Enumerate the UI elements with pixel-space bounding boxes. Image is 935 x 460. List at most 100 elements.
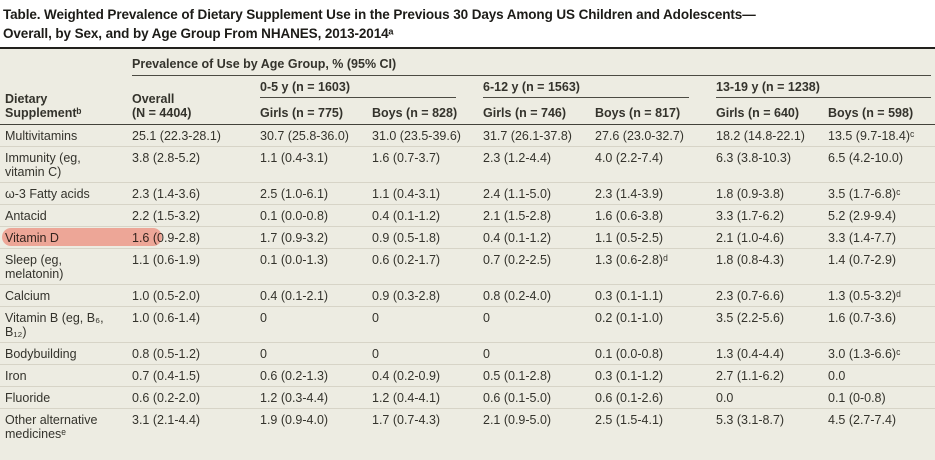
row-label: Other alternative medicinesᵉ (5, 413, 98, 441)
cell: 2.3 (0.7-6.6) (711, 284, 823, 307)
cell: 0.5 (0.1-2.8) (478, 364, 590, 387)
cell: 0.4 (0.1-2.1) (255, 284, 367, 307)
row-label: Bodybuilding (0, 342, 127, 365)
cell: 0 (478, 306, 590, 343)
cell: 2.1 (1.5-2.8) (478, 204, 590, 227)
cell: 31.0 (23.5-39.6) (367, 124, 478, 147)
cell: 0.4 (0.1-1.2) (367, 204, 478, 227)
cell: 2.3 (1.2-4.4) (478, 146, 590, 183)
cell: 1.1 (0.4-3.1) (255, 146, 367, 183)
cell: 0.8 (0.5-1.2) (127, 342, 255, 365)
cell: 0.6 (0.1-5.0) (478, 386, 590, 409)
row-label: Iron (0, 364, 127, 387)
table-row: Calcium 1.0 (0.5-2.0) 0.4 (0.1-2.1) 0.9 … (0, 284, 935, 307)
header-age-0-5-label: 0-5 y (n = 1603) (260, 80, 350, 94)
header-overall: Overall (N = 4404) (127, 76, 255, 125)
cell: 0 (367, 306, 478, 343)
header-age-13-19: 13-19 y (n = 1238) (711, 76, 935, 102)
cell: 1.0 (0.6-1.4) (127, 306, 255, 343)
cell: 0.6 (0.2-2.0) (127, 386, 255, 409)
header-age-13-19-label: 13-19 y (n = 1238) (716, 80, 820, 94)
row-label: Fluoride (0, 386, 127, 409)
cell: 1.9 (0.9-4.0) (260, 413, 329, 427)
cell: 3.1 (2.1-4.4) (132, 413, 201, 427)
cell: 1.6 (0.9-2.8) (127, 226, 255, 249)
cell: 0 (255, 342, 367, 365)
cell: 0.7 (0.2-2.5) (478, 248, 590, 285)
cell: 1.3 (0.4-4.4) (711, 342, 823, 365)
cell: 1.6 (0.7-3.7) (367, 146, 478, 183)
cell: 4.0 (2.2-7.4) (590, 146, 711, 183)
cell: 0.6 (0.2-1.3) (255, 364, 367, 387)
table-row: Antacid 2.2 (1.5-3.2) 0.1 (0.0-0.8) 0.4 … (0, 204, 935, 227)
header-boys-0-5: Boys (n = 828) (367, 102, 478, 125)
cell: 0.1 (0-0.8) (823, 386, 935, 409)
cell: 3.5 (2.2-5.6) (711, 306, 823, 343)
cell: 3.0 (1.3-6.6)ᶜ (823, 342, 935, 365)
header-girls-13-19: Girls (n = 640) (711, 102, 823, 125)
header-boys-6-12: Boys (n = 817) (590, 102, 711, 125)
cell: 2.2 (1.5-3.2) (127, 204, 255, 227)
cell: 1.8 (0.9-3.8) (711, 182, 823, 205)
cell: 1.1 (0.4-3.1) (367, 182, 478, 205)
cell: 0.0 (711, 386, 823, 409)
cell: 1.3 (0.5-3.2)ᵈ (823, 284, 935, 307)
header-age-6-12: 6-12 y (n = 1563) (478, 76, 711, 102)
cell: 1.0 (0.5-2.0) (127, 284, 255, 307)
row-label: Calcium (0, 284, 127, 307)
row-label: Antacid (0, 204, 127, 227)
table-row: Fluoride 0.6 (0.2-2.0) 1.2 (0.3-4.4) 1.2… (0, 386, 935, 409)
table-header: Dietary Supplementᵇ Prevalence of Use by… (0, 50, 935, 125)
cell: 0.4 (0.2-0.9) (367, 364, 478, 387)
header-dietary-supplement: Dietary Supplementᵇ (0, 50, 127, 125)
cell: 1.1 (0.6-1.9) (127, 248, 255, 285)
cell: 0.6 (0.2-1.7) (367, 248, 478, 285)
row-label: Vitamin B (eg, B₆, B₁₂) (0, 306, 127, 343)
cell: 0.9 (0.5-1.8) (367, 226, 478, 249)
cell: 2.4 (1.1-5.0) (478, 182, 590, 205)
table-row: Bodybuilding 0.8 (0.5-1.2) 0 0 0 0.1 (0.… (0, 342, 935, 365)
header-dietary-line1: Dietary (5, 92, 48, 106)
cell: 2.1 (0.9-5.0) (483, 413, 552, 427)
table-title-line2: Overall, by Sex, and by Age Group From N… (3, 26, 394, 41)
table-body: Multivitamins 25.1 (22.3-28.1) 30.7 (25.… (0, 124, 935, 445)
table-row: Other alternative medicinesᵉ 3.1 (2.1-4.… (0, 409, 935, 445)
cell: 1.1 (0.5-2.5) (590, 226, 711, 249)
table-row: Sleep (eg, melatonin) 1.1 (0.6-1.9) 0.1 … (0, 248, 935, 285)
table-title: Table. Weighted Prevalence of Dietary Su… (0, 0, 935, 43)
cell: 0 (367, 342, 478, 365)
cell: 0.4 (0.1-1.2) (478, 226, 590, 249)
cell: 0.8 (0.2-4.0) (478, 284, 590, 307)
cell: 1.3 (0.6-2.8)ᵈ (590, 248, 711, 285)
cell: 0.2 (0.1-1.0) (590, 306, 711, 343)
cell: 0.1 (0.0-1.3) (255, 248, 367, 285)
cell: 0.0 (823, 364, 935, 387)
header-girls-6-12: Girls (n = 746) (478, 102, 590, 125)
cell: 1.2 (0.3-4.4) (255, 386, 367, 409)
cell: 2.3 (1.4-3.9) (590, 182, 711, 205)
cell: 1.2 (0.4-4.1) (367, 386, 478, 409)
row-label: Multivitamins (0, 124, 127, 147)
cell: 6.5 (4.2-10.0) (823, 146, 935, 183)
prevalence-table: Dietary Supplementᵇ Prevalence of Use by… (0, 50, 935, 444)
cell: 1.7 (0.7-4.3) (372, 413, 441, 427)
cell: 4.5 (2.7-7.4) (828, 413, 897, 427)
cell: 0.1 (0.0-0.8) (590, 342, 711, 365)
cell: 3.3 (1.7-6.2) (711, 204, 823, 227)
table-row: Vitamin B (eg, B₆, B₁₂) 1.0 (0.6-1.4) 0 … (0, 306, 935, 343)
cell: 31.7 (26.1-37.8) (478, 124, 590, 147)
header-age-0-5: 0-5 y (n = 1603) (255, 76, 478, 102)
cell: 2.5 (1.5-4.1) (595, 413, 664, 427)
cell: 0.1 (0.0-0.8) (255, 204, 367, 227)
cell: 13.5 (9.7-18.4)ᶜ (823, 124, 935, 147)
header-prevalence-label: Prevalence of Use by Age Group, % (95% C… (132, 57, 397, 71)
cell: 0.9 (0.3-2.8) (367, 284, 478, 307)
cell: 0.7 (0.4-1.5) (127, 364, 255, 387)
cell: 0 (478, 342, 590, 365)
row-label: ω-3 Fatty acids (0, 182, 127, 205)
table-row: Iron 0.7 (0.4-1.5) 0.6 (0.2-1.3) 0.4 (0.… (0, 364, 935, 387)
cell: 0 (255, 306, 367, 343)
cell: 3.8 (2.8-5.2) (127, 146, 255, 183)
header-prevalence-span: Prevalence of Use by Age Group, % (95% C… (127, 50, 935, 76)
cell: 2.1 (1.0-4.6) (711, 226, 823, 249)
